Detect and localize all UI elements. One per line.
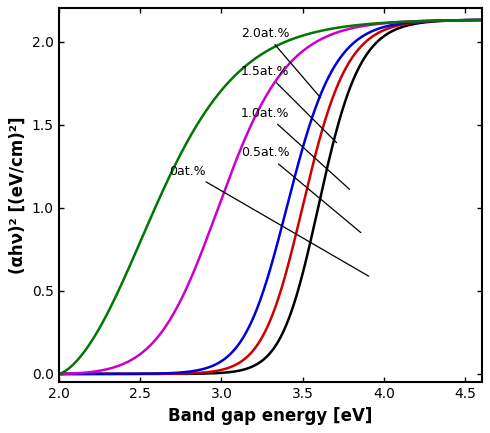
Text: 1.5at.%: 1.5at.% bbox=[241, 65, 337, 142]
Y-axis label: (αhν)² [(eV/cm)²]: (αhν)² [(eV/cm)²] bbox=[8, 116, 26, 274]
X-axis label: Band gap energy [eV]: Band gap energy [eV] bbox=[168, 407, 372, 425]
Text: 1.0at.%: 1.0at.% bbox=[241, 107, 349, 189]
Text: 0at.%: 0at.% bbox=[170, 165, 368, 276]
Text: 2.0at.%: 2.0at.% bbox=[241, 27, 320, 97]
Text: 0.5at.%: 0.5at.% bbox=[241, 146, 361, 233]
